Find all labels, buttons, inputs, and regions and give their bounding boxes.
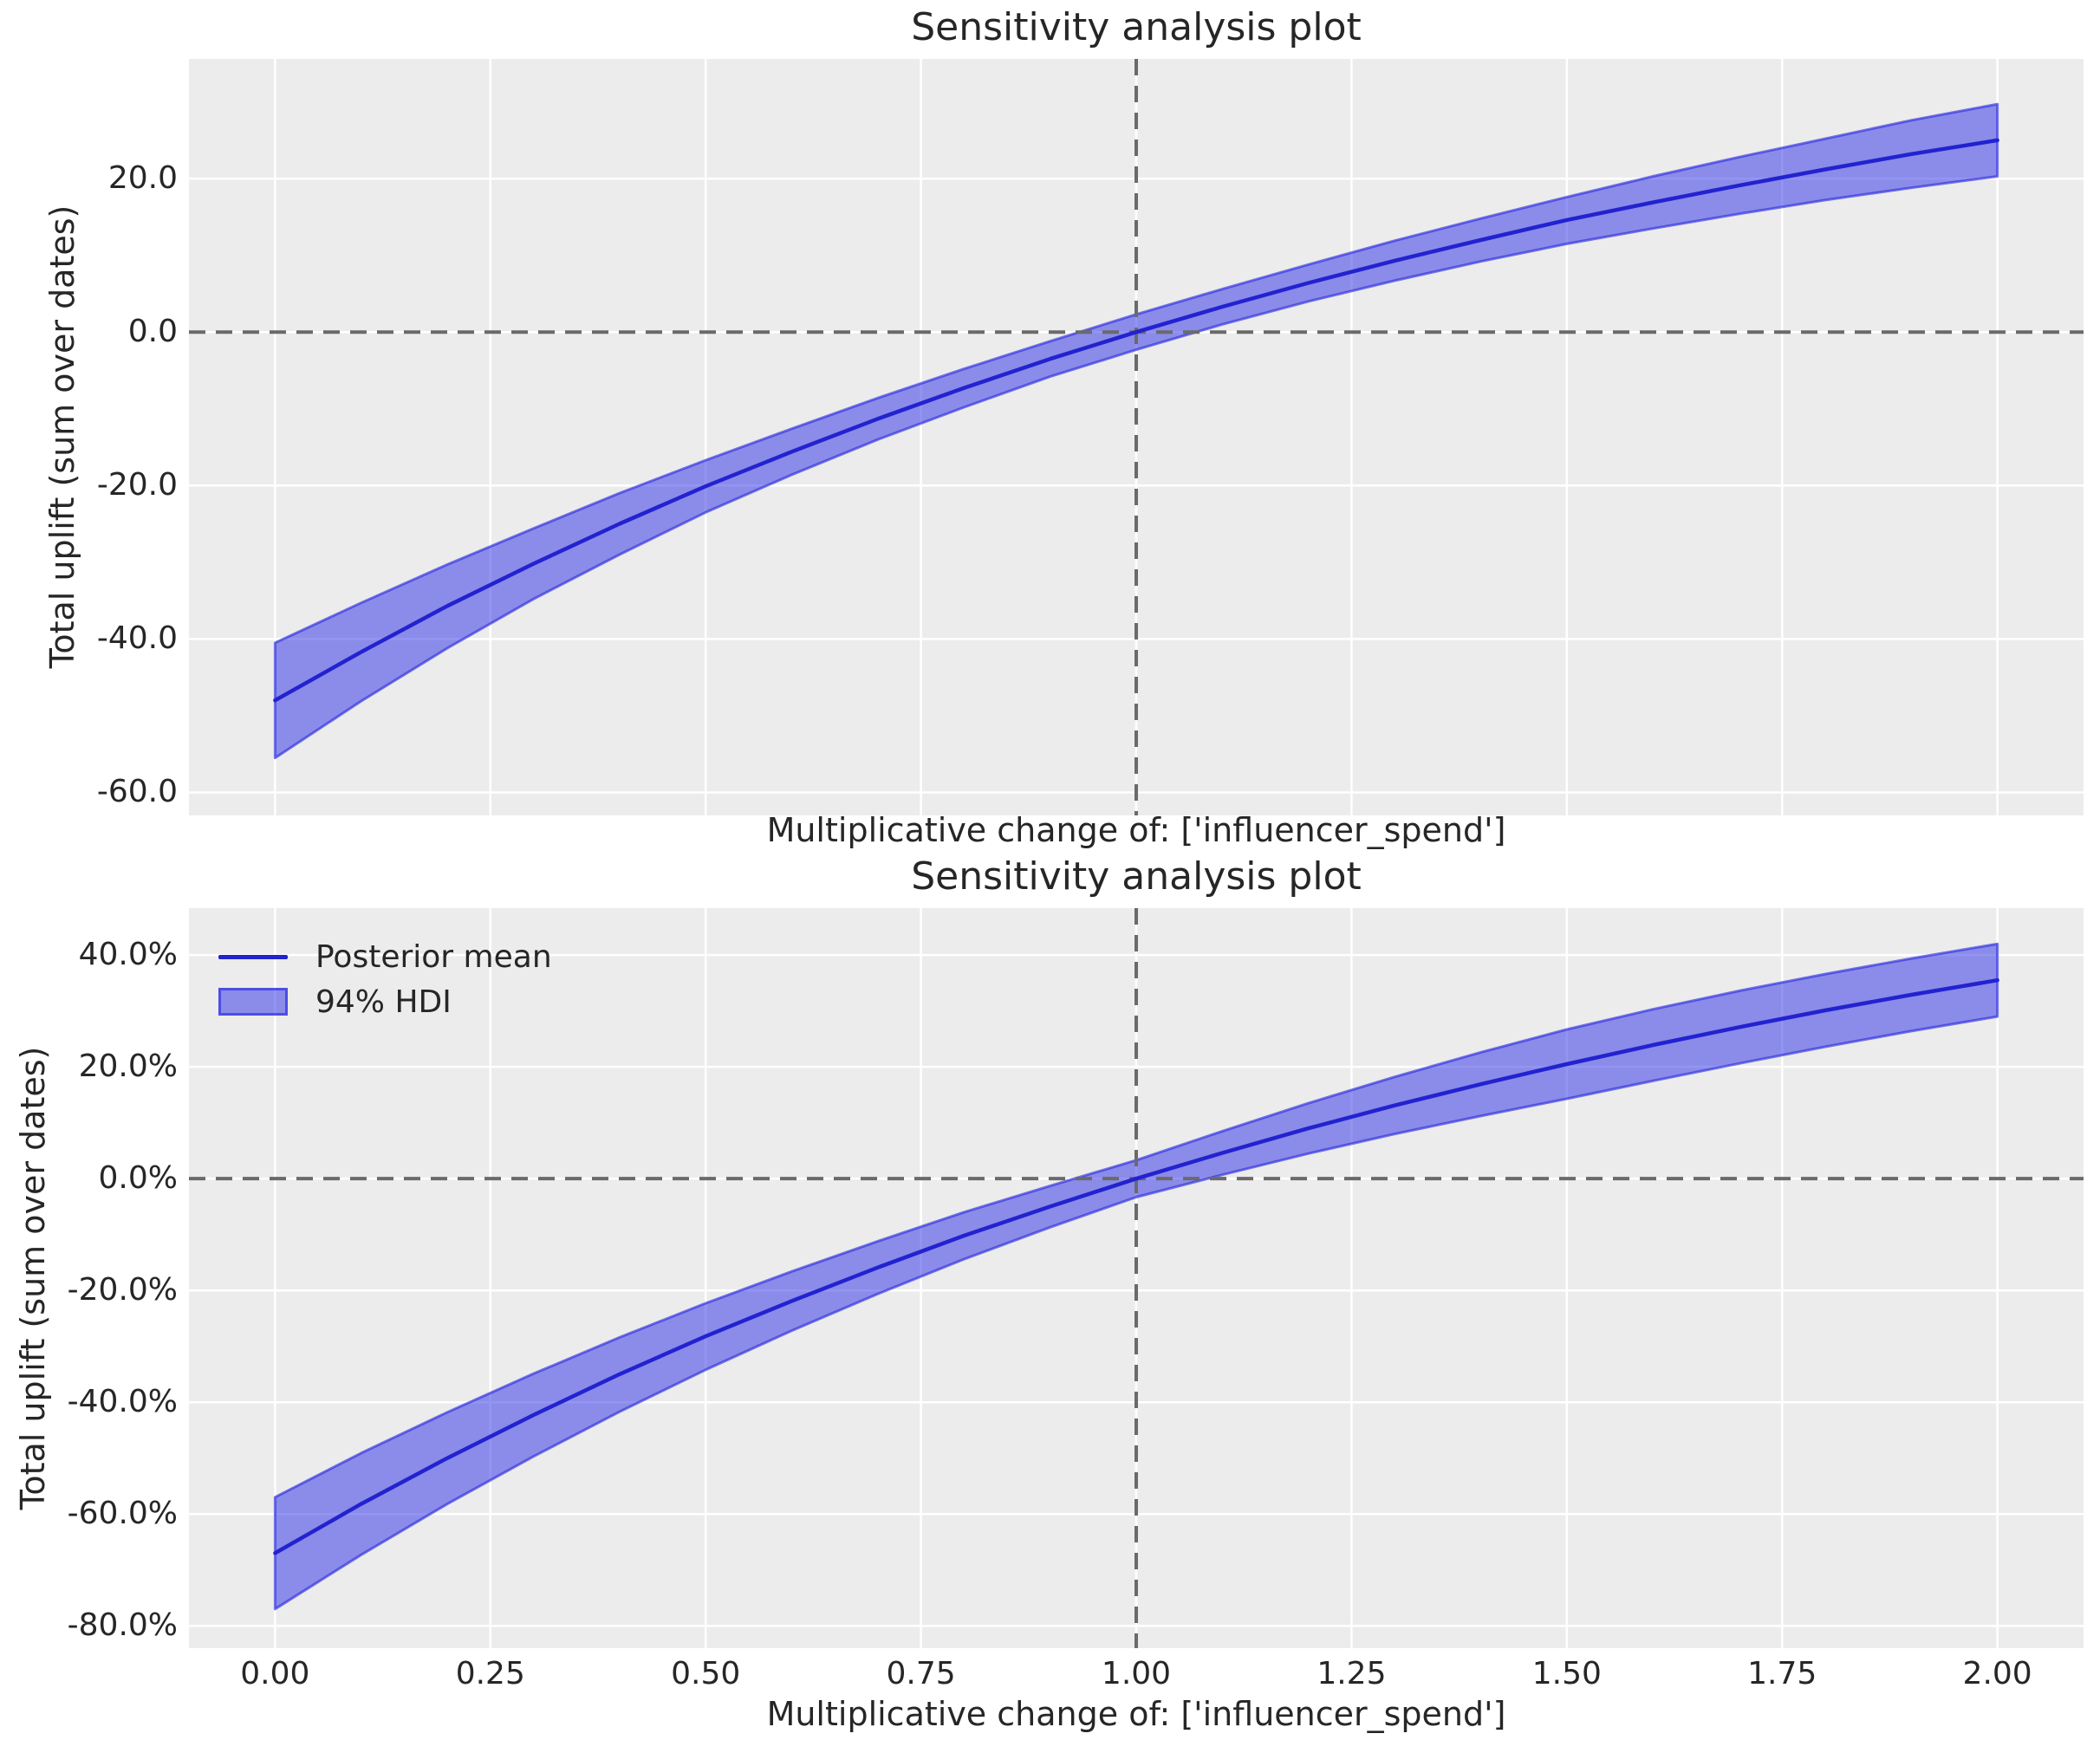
x-tick-label: 1.75 (1747, 1656, 1817, 1691)
y-tick-label: -60.0 (96, 774, 178, 810)
x-tick-label: 0.50 (671, 1656, 741, 1691)
plot2-title: Sensitivity analysis plot (911, 854, 1362, 899)
x-tick-label: 0.75 (886, 1656, 956, 1691)
y-tick-label: 40.0% (78, 937, 178, 973)
y-tick-label: 0.0% (98, 1160, 178, 1197)
plot1-canvas (189, 59, 2084, 815)
plot1-axes (189, 59, 2084, 815)
legend: Posterior mean 94% HDI (218, 934, 552, 1024)
plot2-x-axis-label: Multiplicative change of: ['influencer_s… (766, 1695, 1506, 1733)
y-tick-label: -40.0% (67, 1384, 178, 1420)
y-tick-label: 20.0% (78, 1049, 178, 1085)
x-tick-label: 0.25 (455, 1656, 525, 1691)
legend-label-posterior-mean: Posterior mean (315, 938, 552, 975)
legend-entry-posterior-mean: Posterior mean (218, 934, 552, 979)
y-tick-label: -20.0 (96, 467, 178, 503)
y-tick-label: 0.0 (127, 314, 178, 350)
legend-entry-hdi: 94% HDI (218, 979, 552, 1024)
plot1-title: Sensitivity analysis plot (911, 5, 1362, 49)
legend-label-hdi: 94% HDI (315, 984, 452, 1020)
x-tick-label: 1.00 (1101, 1656, 1172, 1691)
x-tick-label: 0.00 (240, 1656, 310, 1691)
posterior-mean-line (273, 977, 1999, 1555)
y-tick-label: -40.0 (96, 620, 178, 657)
plot2-axes: Posterior mean 94% HDI (189, 908, 2084, 1648)
y-tick-label: 20.0 (107, 160, 178, 197)
posterior-mean-line-swatch (218, 954, 288, 959)
y-tick-label: -80.0% (67, 1607, 178, 1644)
y-tick-label: -20.0% (67, 1272, 178, 1308)
y-tick-label: -60.0% (67, 1496, 178, 1532)
plot1-x-axis-label: Multiplicative change of: ['influencer_s… (766, 811, 1506, 849)
x-tick-label: 1.50 (1531, 1656, 1602, 1691)
hdi-patch-swatch (218, 988, 288, 1016)
posterior-mean-line (273, 138, 1999, 703)
plot2-canvas (189, 908, 2084, 1648)
x-tick-label: 2.00 (1962, 1656, 2032, 1691)
x-tick-label: 1.25 (1317, 1656, 1387, 1691)
